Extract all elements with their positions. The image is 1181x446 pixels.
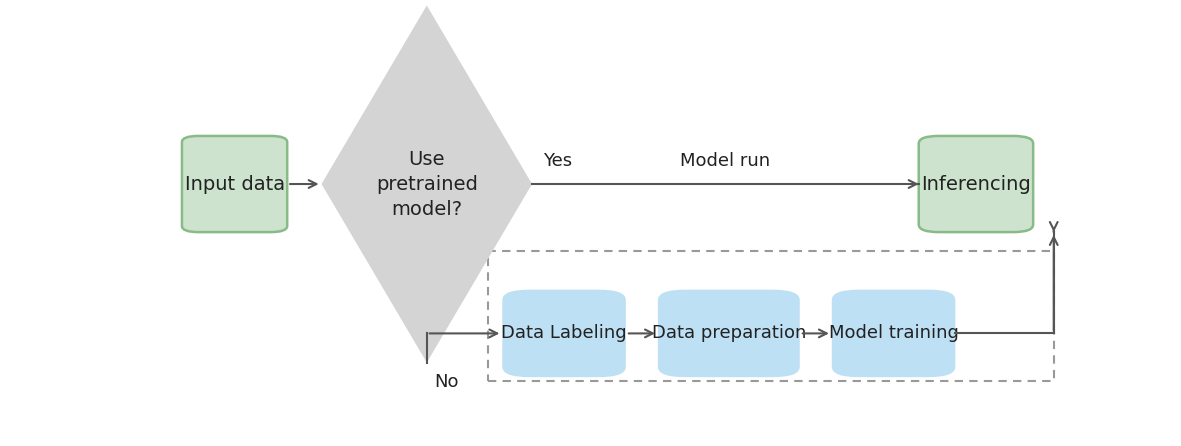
Text: Data Labeling: Data Labeling (501, 324, 627, 343)
Bar (488, 251, 1053, 381)
Text: Model run: Model run (680, 152, 770, 170)
Text: Use
pretrained
model?: Use pretrained model? (376, 149, 478, 219)
FancyBboxPatch shape (831, 289, 955, 377)
Text: Inferencing: Inferencing (921, 174, 1031, 194)
FancyBboxPatch shape (919, 136, 1033, 232)
FancyBboxPatch shape (502, 289, 626, 377)
Text: Yes: Yes (543, 152, 572, 170)
Text: No: No (435, 373, 458, 391)
Text: Data preparation: Data preparation (652, 324, 805, 343)
Text: Model training: Model training (829, 324, 959, 343)
Polygon shape (321, 5, 531, 363)
Text: Input data: Input data (184, 174, 285, 194)
FancyBboxPatch shape (182, 136, 287, 232)
FancyBboxPatch shape (658, 289, 800, 377)
